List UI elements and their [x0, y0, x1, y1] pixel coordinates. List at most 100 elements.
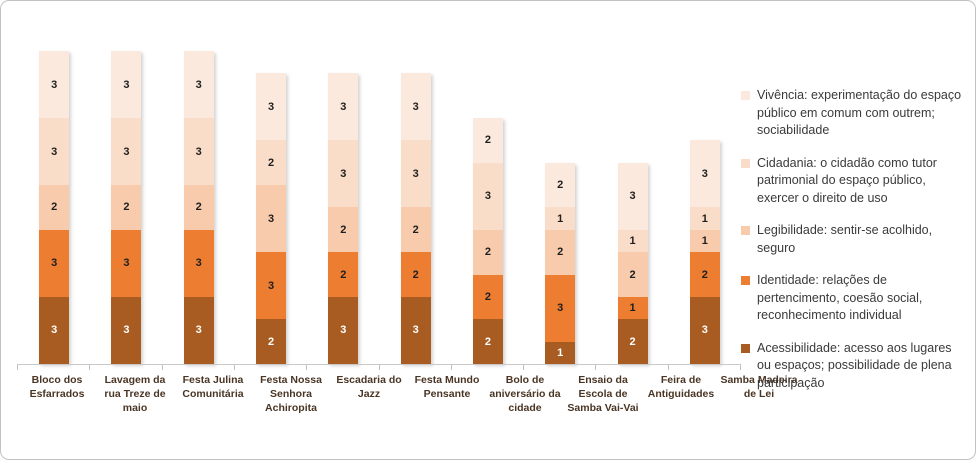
bar-segment: 3 — [183, 296, 214, 364]
category-label: Feira de Antiguidades — [647, 374, 715, 401]
bar-segment: 2 — [183, 185, 214, 230]
legend-swatch-icon — [741, 226, 750, 235]
category-label: Escadaria do Jazz — [336, 374, 402, 401]
bar-segment: 2 — [256, 140, 287, 186]
bar-segment: 3 — [545, 274, 576, 342]
bar-segment: 3 — [689, 296, 720, 364]
bar-segment: 2 — [472, 274, 503, 320]
bar-segment: 3 — [256, 185, 287, 253]
x-axis-labels: Bloco dos Esfarrados Lavagem da rua Treze… — [18, 373, 798, 416]
bar-segment: 3 — [111, 296, 142, 364]
axis-tick — [89, 365, 91, 370]
bar-segment: 1 — [545, 341, 576, 364]
category-label-cell: Feira de Antiguidades — [642, 373, 720, 416]
bar-segment: 1 — [617, 229, 648, 253]
axis-tick — [17, 365, 18, 370]
bar-segment: 2 — [472, 229, 503, 275]
legend-swatch-icon — [741, 91, 750, 100]
category-label-cell: Escadaria do Jazz — [330, 373, 408, 416]
category-label-cell: Ensaio da Escola de Samba Vai-Vai — [564, 373, 642, 416]
bar-segment: 3 — [328, 296, 359, 364]
bar-segment: 2 — [328, 207, 359, 253]
axis-tick — [161, 365, 163, 370]
bar-segment: 3 — [183, 229, 214, 297]
legend-label: Vivência: experimentação do espaço públi… — [757, 88, 962, 137]
bar-segment: 3 — [328, 140, 359, 208]
bar-segment: 2 — [256, 319, 287, 364]
bar-segment: 2 — [617, 252, 648, 297]
bar-segment: 3 — [183, 50, 214, 119]
category-label: Festa Julina Comunitária — [182, 374, 244, 401]
legend-label: Cidadania: o cidadão como tutor patrimon… — [757, 155, 937, 205]
bar-segment: 3 — [39, 229, 70, 297]
bar-segment: 3 — [400, 73, 431, 141]
bar-segment: 3 — [400, 296, 431, 364]
legend-item: Vivência: experimentação do espaço públi… — [741, 87, 963, 140]
axis-tick — [667, 365, 669, 370]
bar-segment: 3 — [183, 118, 214, 186]
legend-swatch-icon — [741, 158, 750, 168]
category-label-cell: Lavagem da rua Treze de maio — [96, 373, 174, 416]
bar-segment: 1 — [689, 229, 720, 253]
bar-segment: 2 — [689, 252, 720, 297]
category-label-cell: Samba Madeira de Lei — [720, 373, 798, 416]
legend-item: Acessibilidade: acesso aos lugares ou es… — [741, 340, 963, 393]
axis-tick — [233, 365, 235, 370]
bar-segment: 3 — [39, 118, 70, 186]
axis-tick — [378, 365, 380, 370]
category-label: Festa Nossa Senhora Achiropita — [260, 374, 322, 415]
legend-item: Cidadania: o cidadão como tutor patrimon… — [741, 155, 963, 208]
category-label: Festa Mundo Pensante — [414, 374, 480, 401]
category-label-cell: Festa Nossa Senhora Achiropita — [252, 373, 330, 416]
bar-segment: 1 — [545, 207, 576, 230]
bar-segment: 3 — [111, 118, 142, 186]
bar-segment: 2 — [472, 319, 503, 364]
bar-segment: 3 — [111, 229, 142, 297]
bar-segment: 3 — [689, 140, 720, 208]
category-label: Bloco dos Esfarrados — [29, 374, 85, 401]
bar-segment: 3 — [256, 73, 287, 141]
bar-segment: 3 — [256, 252, 287, 320]
chart-legend: Vivência: experimentação do espaço públi… — [741, 87, 963, 392]
legend-swatch-icon — [741, 276, 750, 285]
category-label: Lavagem da rua Treze de maio — [104, 374, 166, 415]
bar-segment: 2 — [328, 252, 359, 297]
bar-segment: 3 — [39, 50, 70, 119]
bar-segment: 3 — [328, 73, 359, 141]
category-label-cell: Festa Julina Comunitária — [174, 373, 252, 416]
bar-segment: 3 — [472, 162, 503, 230]
bar-segment: 2 — [545, 162, 576, 208]
bar-segment: 3 — [617, 162, 648, 230]
category-label: Bolo de aniversário da cidade — [489, 374, 561, 415]
bar-segment: 1 — [617, 296, 648, 320]
legend-item: Identidade: relações de pertencimento, c… — [741, 272, 963, 325]
bar-segment: 3 — [39, 296, 70, 364]
bar-segment: 3 — [111, 50, 142, 119]
legend-swatch-icon — [741, 343, 750, 353]
bar-segment: 2 — [111, 185, 142, 230]
axis-tick — [450, 365, 452, 370]
legend-label: Acessibilidade: acesso aos lugares ou es… — [757, 340, 952, 390]
bar-segment: 2 — [400, 207, 431, 253]
bar-segment: 3 — [400, 140, 431, 208]
bar-segment: 1 — [689, 207, 720, 230]
